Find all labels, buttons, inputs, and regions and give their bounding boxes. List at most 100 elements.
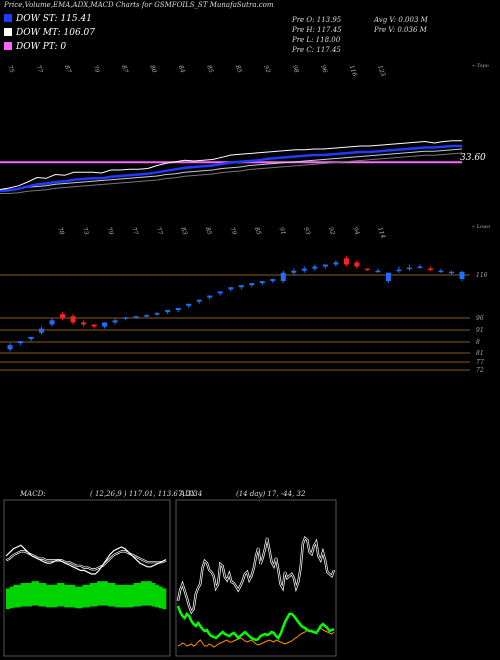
candle-top-label: 114 <box>376 226 387 239</box>
macd-histogram-bar <box>27 583 32 607</box>
candle-body <box>60 314 66 319</box>
top-tick-label: 85 <box>205 64 214 74</box>
macd-histogram-bar <box>42 583 47 607</box>
macd-histogram-bar <box>107 583 112 607</box>
ohlc-open: Pre O: 113.95 <box>292 16 342 24</box>
macd-frame <box>3 499 171 657</box>
candle-body <box>354 262 360 267</box>
candle-body <box>301 268 307 271</box>
top-tick-label: 98 <box>291 64 300 74</box>
candle-body <box>333 262 339 265</box>
candle-body <box>259 281 265 284</box>
top-tick-label: 84 <box>177 64 186 74</box>
macd-histogram-bar <box>20 583 25 607</box>
candle-body <box>196 299 202 302</box>
candle-body <box>207 295 213 298</box>
candle-body <box>144 315 150 317</box>
macd-histogram-bar <box>151 583 156 607</box>
macd-histogram-bar <box>56 583 61 607</box>
macd-histogram-bar <box>89 583 94 607</box>
top-tick-label: 116 <box>348 64 359 77</box>
adx-params: (14 day) 17, -44, 32 <box>236 490 306 498</box>
top-tick-label: 77 <box>35 64 44 74</box>
price-tick-label: 77 <box>476 359 484 366</box>
price-tick-label: 116 <box>476 272 488 279</box>
macd-histogram-bar <box>104 581 109 606</box>
candle-body <box>375 270 381 273</box>
top-tick-label: 85 <box>234 64 243 74</box>
candle-body <box>249 283 255 286</box>
candle-body <box>228 287 234 290</box>
legend-dow-mt: DOW MT: 106.07 <box>4 28 95 38</box>
candle-body <box>186 303 192 306</box>
ema-short-line <box>0 144 462 193</box>
candle-body <box>291 270 297 273</box>
chart-title: Price,Volume,EMA,ADX,MACD Charts for GSM… <box>4 1 274 9</box>
panel-label-candles: « Lowo <box>472 224 491 230</box>
candle-top-label: 93 <box>302 226 311 236</box>
macd-histogram-bar <box>78 586 83 609</box>
candle-body <box>133 316 139 318</box>
macd-histogram-bar <box>133 583 138 607</box>
candle-body <box>459 271 465 280</box>
candle-body <box>18 341 24 344</box>
macd-histogram-bar <box>13 584 18 608</box>
candle-body <box>406 267 412 270</box>
candle-body <box>81 322 87 325</box>
macd-histogram-bar <box>96 581 101 606</box>
candle-body <box>175 307 181 310</box>
candle-body <box>165 310 171 313</box>
plus-di-inner <box>177 537 335 613</box>
macd-histogram-bar <box>129 584 134 608</box>
top-tick-label: 75 <box>6 64 15 74</box>
candle-top-label: 85 <box>204 226 213 236</box>
candle-body <box>312 266 318 269</box>
price-label: 33.60 <box>460 153 486 163</box>
macd-histogram-bar <box>46 584 50 608</box>
macd-histogram-bar <box>35 581 40 606</box>
candle-top-label: 79 <box>228 226 237 236</box>
candle-top-label: 77 <box>155 226 164 236</box>
adx-header: ADX <box>180 490 196 498</box>
macd-histogram-bar <box>64 584 69 608</box>
candle-body <box>70 316 76 323</box>
legend-label: DOW ST: 115.41 <box>16 14 92 24</box>
candle-top-label: 85 <box>253 226 262 236</box>
candle-body <box>7 345 13 350</box>
candle-body <box>28 336 34 339</box>
ema-mid-line <box>0 148 463 190</box>
legend-swatch-icon <box>4 42 12 50</box>
price-tick-label: 8 <box>476 339 480 346</box>
candle-body <box>427 268 433 271</box>
candle-body <box>280 272 286 282</box>
macd-histogram-bar <box>16 584 21 608</box>
candle-top-label: 94 <box>352 226 361 236</box>
macd-signal-inner <box>5 551 167 570</box>
candle-body <box>123 317 129 319</box>
candle-top-label: 73 <box>81 226 90 236</box>
candle-body <box>385 272 391 282</box>
ohlc-low: Pre L: 118.00 <box>292 36 341 44</box>
legend-label: DOW PT: 0 <box>16 42 67 52</box>
candle-body <box>39 328 45 333</box>
candle-body <box>102 322 108 327</box>
macd-histogram-bar <box>136 583 141 607</box>
legend-swatch-icon <box>4 28 12 36</box>
macd-histogram-bar <box>147 581 152 606</box>
legend-dow-pt: DOW PT: 0 <box>4 42 66 52</box>
pre-volume: Pre V: 0.036 M <box>374 26 427 34</box>
macd-histogram-bar <box>162 588 167 610</box>
macd-histogram-bar <box>100 581 105 606</box>
top-tick-label: 87 <box>120 64 129 74</box>
candle-body <box>238 285 244 288</box>
top-tick-label: 123 <box>376 64 387 77</box>
candle-top-label: 79 <box>105 226 114 236</box>
macd-histogram-bar <box>6 588 10 610</box>
macd-params: ( 12,26,9 ) 117.01, 113.67, 3.34 <box>90 490 203 498</box>
ema-long-line <box>0 152 463 194</box>
price-tick-label: 72 <box>476 367 484 374</box>
macd-histogram-bar <box>86 584 90 608</box>
macd-histogram-bar <box>60 583 65 607</box>
macd-histogram-bar <box>118 584 123 608</box>
